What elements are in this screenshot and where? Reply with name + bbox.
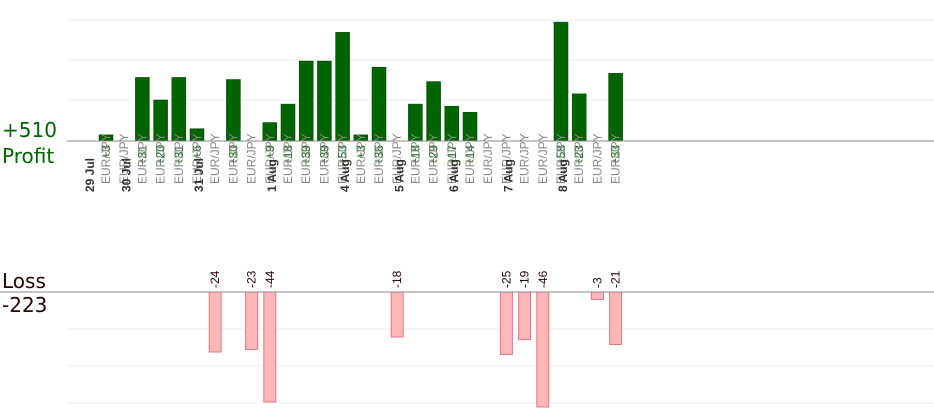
loss-value-label: -25 bbox=[499, 270, 513, 288]
loss-bar bbox=[390, 291, 404, 338]
loss-value-label: -46 bbox=[536, 270, 550, 288]
loss-value-label: -24 bbox=[208, 270, 222, 288]
profit-bar bbox=[608, 73, 623, 142]
loss-bar bbox=[536, 291, 550, 408]
date-label: 7 Aug bbox=[502, 159, 516, 192]
pair-label: EUR/JPY bbox=[354, 133, 368, 184]
loss-bar bbox=[609, 291, 623, 345]
pair-label: EUR/JPY bbox=[427, 133, 441, 184]
pair-label: EUR/JPY bbox=[190, 133, 204, 184]
pair-label: EUR/JPY bbox=[590, 133, 604, 184]
date-label: 8 Aug bbox=[556, 159, 570, 192]
pair-label: EUR/JPY bbox=[299, 133, 313, 184]
pair-label: EUR/JPY bbox=[463, 133, 477, 184]
profit-value-label: +9 bbox=[263, 145, 277, 159]
date-label: 1 Aug bbox=[265, 159, 279, 192]
loss-total: -223 bbox=[2, 293, 48, 317]
profit-label: Profit bbox=[2, 144, 55, 168]
pair-label: EUR/JPY bbox=[481, 133, 495, 184]
pair-label: EUR/JPY bbox=[609, 133, 623, 184]
profit-value-label: +53 bbox=[336, 145, 350, 166]
date-label: 31 Jul bbox=[192, 158, 206, 192]
pair-label: EUR/JPY bbox=[518, 133, 532, 184]
pair-label: EUR/JPY bbox=[372, 133, 386, 184]
date-label: 4 Aug bbox=[338, 159, 352, 192]
profit-bar bbox=[135, 77, 150, 142]
pair-label: EUR/JPY bbox=[208, 133, 222, 184]
pair-label: EUR/JPY bbox=[172, 133, 186, 184]
pair-label: EUR/JPY bbox=[135, 133, 149, 184]
profit-value-label: +58 bbox=[554, 145, 568, 166]
profit-value-label: +6 bbox=[190, 145, 204, 159]
loss-label: Loss bbox=[2, 269, 46, 293]
profit-value-label: +29 bbox=[427, 145, 441, 166]
profit-bar bbox=[298, 60, 314, 142]
loss-value-label: -23 bbox=[245, 270, 259, 288]
profit-bar bbox=[226, 79, 241, 142]
pair-label: EUR/JPY bbox=[336, 133, 350, 184]
profit-bar bbox=[317, 60, 332, 142]
profit-value-label: +23 bbox=[572, 145, 586, 166]
loss-value-label: -19 bbox=[518, 270, 532, 288]
profit-value-label: +31 bbox=[135, 145, 149, 166]
date-label: 29 Jul bbox=[83, 158, 97, 192]
profit-total: +510 bbox=[2, 118, 57, 142]
profit-bar bbox=[335, 32, 350, 142]
pair-label: EUR/JPY bbox=[390, 133, 404, 184]
loss-bar bbox=[590, 291, 604, 300]
profit-value-label: +33 bbox=[609, 145, 623, 166]
profit-bar bbox=[426, 81, 441, 142]
pair-label: EUR/JPY bbox=[536, 133, 550, 184]
pair-label: EUR/JPY bbox=[154, 133, 168, 184]
profit-value-label: +36 bbox=[372, 145, 386, 166]
date-label: 5 Aug bbox=[392, 159, 406, 192]
pair-label: EUR/JPY bbox=[281, 133, 295, 184]
pair-label: EUR/JPY bbox=[499, 133, 513, 184]
profit-value-label: +20 bbox=[154, 145, 168, 166]
profit-value-label: +18 bbox=[281, 145, 295, 166]
pair-label: EUR/JPY bbox=[408, 133, 422, 184]
profit-value-label: +3 bbox=[99, 145, 113, 159]
profit-value-label: +18 bbox=[408, 145, 422, 166]
profit-value-label: +39 bbox=[317, 145, 331, 166]
profit-bar bbox=[371, 66, 387, 142]
loss-value-label: -21 bbox=[609, 270, 623, 288]
loss-value-label: -18 bbox=[390, 270, 404, 288]
pair-label: EUR/JPY bbox=[317, 133, 331, 184]
profit-bar bbox=[171, 77, 187, 142]
loss-bar bbox=[499, 291, 513, 355]
loss-bar bbox=[208, 291, 222, 353]
loss-bar bbox=[245, 291, 259, 350]
profit-value-label: +17 bbox=[445, 145, 459, 166]
profit-value-label: +14 bbox=[463, 145, 477, 166]
profit-value-label: +30 bbox=[226, 145, 240, 166]
pair-label: EUR/JPY bbox=[263, 133, 277, 184]
loss-value-label: -3 bbox=[590, 277, 604, 288]
profit-value-label: +3 bbox=[354, 145, 368, 159]
pair-label: EUR/JPY bbox=[554, 133, 568, 184]
profit-bar bbox=[553, 21, 569, 142]
loss-bar bbox=[518, 291, 532, 340]
date-label: 6 Aug bbox=[447, 159, 461, 192]
pair-label: EUR/JPY bbox=[99, 133, 113, 184]
pair-label: EUR/JPY bbox=[117, 133, 131, 184]
profit-value-label: +31 bbox=[172, 145, 186, 166]
date-label: 30 Jul bbox=[119, 158, 133, 192]
pair-label: EUR/JPY bbox=[572, 133, 586, 184]
loss-bar bbox=[263, 291, 277, 403]
profit-value-label: +39 bbox=[299, 145, 313, 166]
loss-value-label: -44 bbox=[263, 270, 277, 288]
pair-label: EUR/JPY bbox=[445, 133, 459, 184]
pair-label: EUR/JPY bbox=[245, 133, 259, 184]
pair-label: EUR/JPY bbox=[226, 133, 240, 184]
